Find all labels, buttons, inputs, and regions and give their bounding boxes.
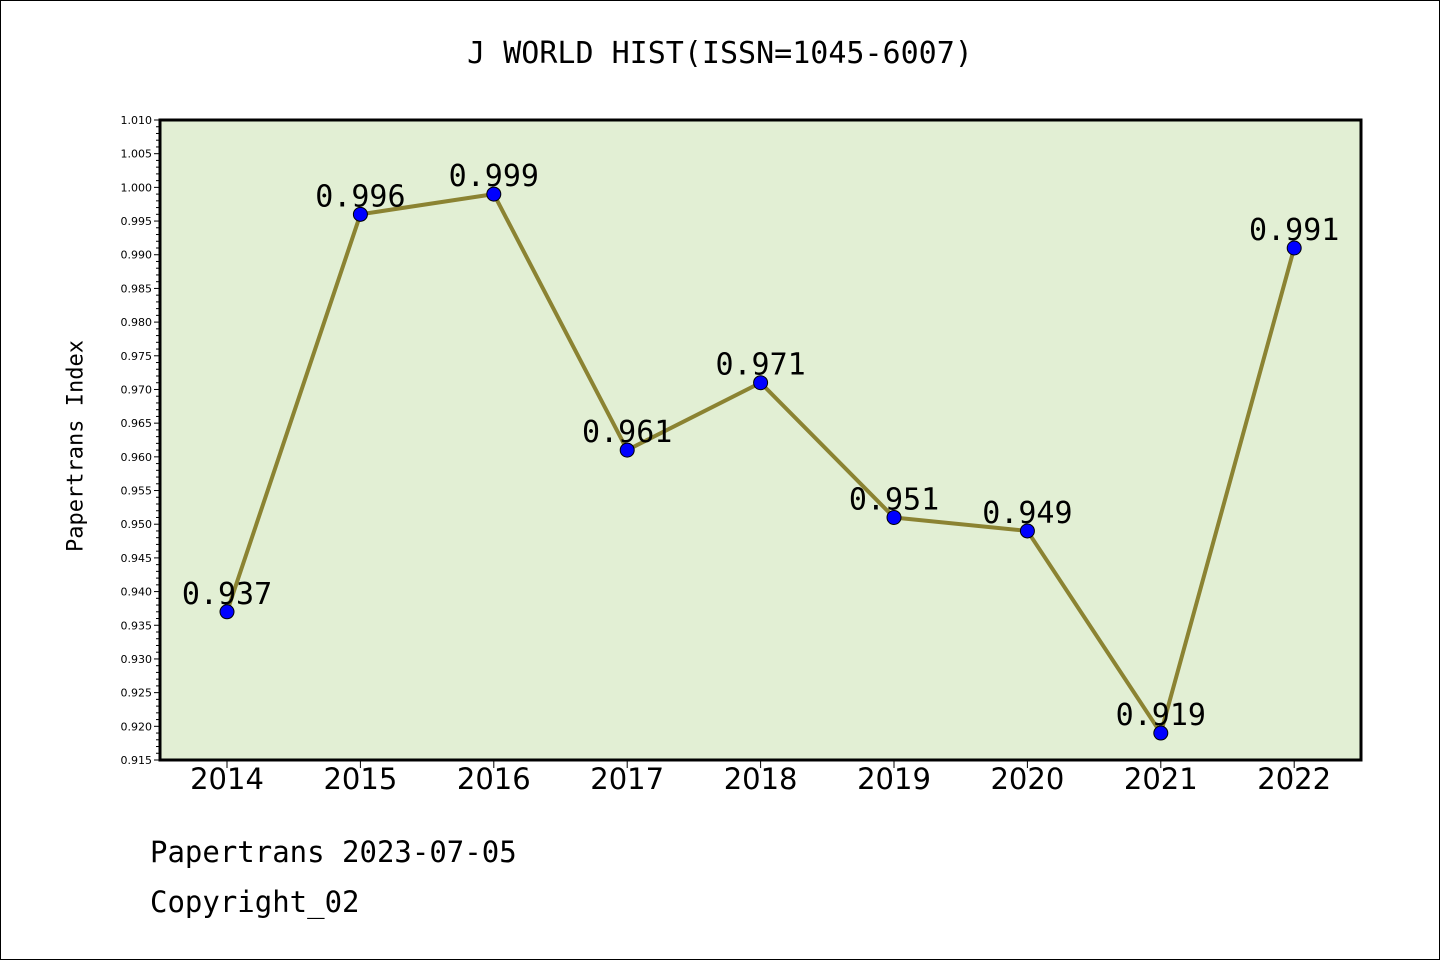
data-label: 0.949: [982, 496, 1072, 531]
data-point: [886, 509, 902, 525]
y-tick-label: 0.995: [121, 215, 153, 228]
y-tick-label: 0.960: [121, 451, 153, 464]
y-tick-label: 0.980: [121, 316, 153, 329]
y-tick-label: 0.930: [121, 653, 153, 666]
y-tick-label: 0.970: [121, 383, 153, 396]
y-axis-label: Papertrans Index: [63, 340, 89, 552]
y-tick-label: 1.005: [121, 148, 153, 161]
x-tick-label: 2019: [857, 762, 931, 796]
data-label: 0.996: [315, 179, 405, 214]
y-tick-label: 0.950: [121, 518, 153, 531]
y-tick-label: 0.955: [121, 485, 153, 498]
data-point: [1153, 725, 1169, 741]
chart-title: J WORLD HIST(ISSN=1045-6007): [467, 36, 973, 71]
y-tick-label: 0.935: [121, 619, 153, 632]
y-tick-label: 0.975: [121, 350, 153, 363]
series-group: 0.937 0.996 0.999 0.961 0.971 0.951 0.949 0.919…: [182, 159, 1339, 741]
footer-copyright: Copyright_02: [150, 885, 360, 919]
x-axis: 2014 2015 2016 2017 2018 2019 2020 2021 2022: [190, 760, 1331, 796]
data-label: 0.971: [715, 348, 805, 383]
x-tick-label: 2016: [457, 762, 531, 796]
y-tick-label: 0.925: [121, 687, 153, 700]
data-label: 0.991: [1249, 213, 1339, 248]
data-label: 0.937: [182, 577, 272, 612]
footer-date: Papertrans 2023-07-05: [150, 835, 517, 869]
data-point: [352, 206, 368, 222]
data-point: [753, 375, 769, 391]
y-tick-label: 0.915: [121, 754, 153, 767]
y-tick-label: 0.940: [121, 586, 153, 599]
data-point: [219, 604, 235, 620]
plot-area: [160, 120, 1361, 760]
y-tick-label: 1.000: [121, 181, 153, 194]
data-point: [619, 442, 635, 458]
x-tick-label: 2014: [190, 762, 264, 796]
y-tick-label: 0.920: [121, 720, 153, 733]
y-tick-label: 0.965: [121, 417, 153, 430]
x-tick-label: 2020: [990, 762, 1064, 796]
data-label: 0.999: [449, 159, 539, 194]
y-tick-label: 1.010: [121, 114, 153, 127]
data-point: [486, 186, 502, 202]
x-tick-label: 2018: [724, 762, 798, 796]
data-label: 0.961: [582, 415, 672, 450]
data-label: 0.919: [1116, 698, 1206, 733]
x-tick-label: 2015: [323, 762, 397, 796]
data-point: [1286, 240, 1302, 256]
x-tick-label: 2022: [1257, 762, 1331, 796]
plot-border: [158, 118, 1363, 762]
y-tick-label: 0.990: [121, 249, 153, 262]
y-tick-label: 0.945: [121, 552, 153, 565]
x-tick-label: 2021: [1124, 762, 1198, 796]
data-label: 0.951: [849, 482, 939, 517]
data-point: [1019, 523, 1035, 539]
y-tick-label: 0.985: [121, 282, 153, 295]
y-axis: 0.915 0.920 0.925 0.930 0.935 0.940 0.945 0.950…: [121, 114, 160, 767]
x-tick-label: 2017: [590, 762, 664, 796]
